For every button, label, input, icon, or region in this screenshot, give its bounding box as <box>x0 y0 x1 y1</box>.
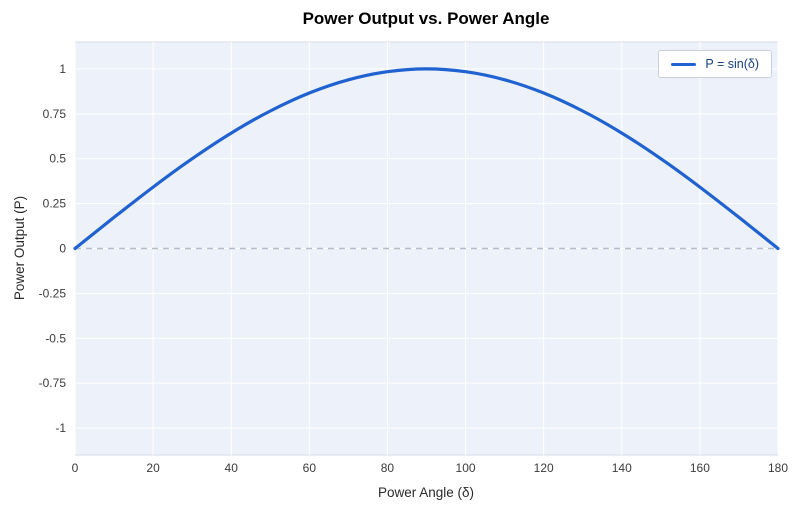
legend-swatch <box>671 62 697 66</box>
x-tick-label: 0 <box>72 461 79 475</box>
y-tick-label: -0.5 <box>45 331 66 345</box>
series-line <box>73 67 780 251</box>
x-tick-label: 180 <box>768 461 788 475</box>
y-tick-label: -0.75 <box>39 376 67 390</box>
x-tick-label: 120 <box>534 461 554 475</box>
x-tick-label: 60 <box>303 461 317 475</box>
y-tick-label: 0.25 <box>43 197 67 211</box>
y-tick-label: 0.5 <box>49 152 66 166</box>
x-tick-label: 20 <box>146 461 160 475</box>
x-tick-label: 140 <box>612 461 632 475</box>
y-tick-label: 0 <box>59 242 66 256</box>
x-tick-label: 100 <box>456 461 476 475</box>
x-tick-label: 40 <box>225 461 239 475</box>
y-tick-label: 1 <box>59 62 66 76</box>
chart-title: Power Output vs. Power Angle <box>303 9 550 28</box>
x-axis-label: Power Angle (δ) <box>378 485 474 500</box>
legend-label: P = sin(δ) <box>705 57 759 71</box>
y-tick-label: -1 <box>55 421 66 435</box>
x-tick-label: 160 <box>690 461 710 475</box>
legend[interactable]: P = sin(δ) <box>658 50 772 78</box>
tick-layer: 0 20 40 60 80 100 120 140 160 180 -1 -0.75 -0.5 -0.25… <box>39 62 789 475</box>
y-axis-label: Power Output (P) <box>12 196 27 300</box>
y-tick-label: -0.25 <box>39 286 67 300</box>
y-tick-label: 0.75 <box>43 107 67 121</box>
x-tick-label: 80 <box>381 461 395 475</box>
